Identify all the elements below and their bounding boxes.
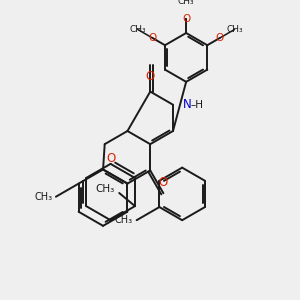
- Text: CH₃: CH₃: [226, 25, 243, 34]
- Text: N: N: [182, 98, 191, 111]
- Text: CH₃: CH₃: [95, 184, 115, 194]
- Text: O: O: [148, 33, 157, 43]
- Text: CH₃: CH₃: [35, 192, 53, 202]
- Text: O: O: [182, 14, 190, 23]
- Text: O: O: [159, 176, 168, 188]
- Text: CH₃: CH₃: [115, 215, 133, 225]
- Text: CH₃: CH₃: [129, 25, 146, 34]
- Text: O: O: [216, 33, 224, 43]
- Text: O: O: [146, 70, 155, 83]
- Text: –H: –H: [191, 100, 204, 110]
- Text: CH₃: CH₃: [178, 0, 194, 6]
- Text: O: O: [106, 152, 116, 165]
